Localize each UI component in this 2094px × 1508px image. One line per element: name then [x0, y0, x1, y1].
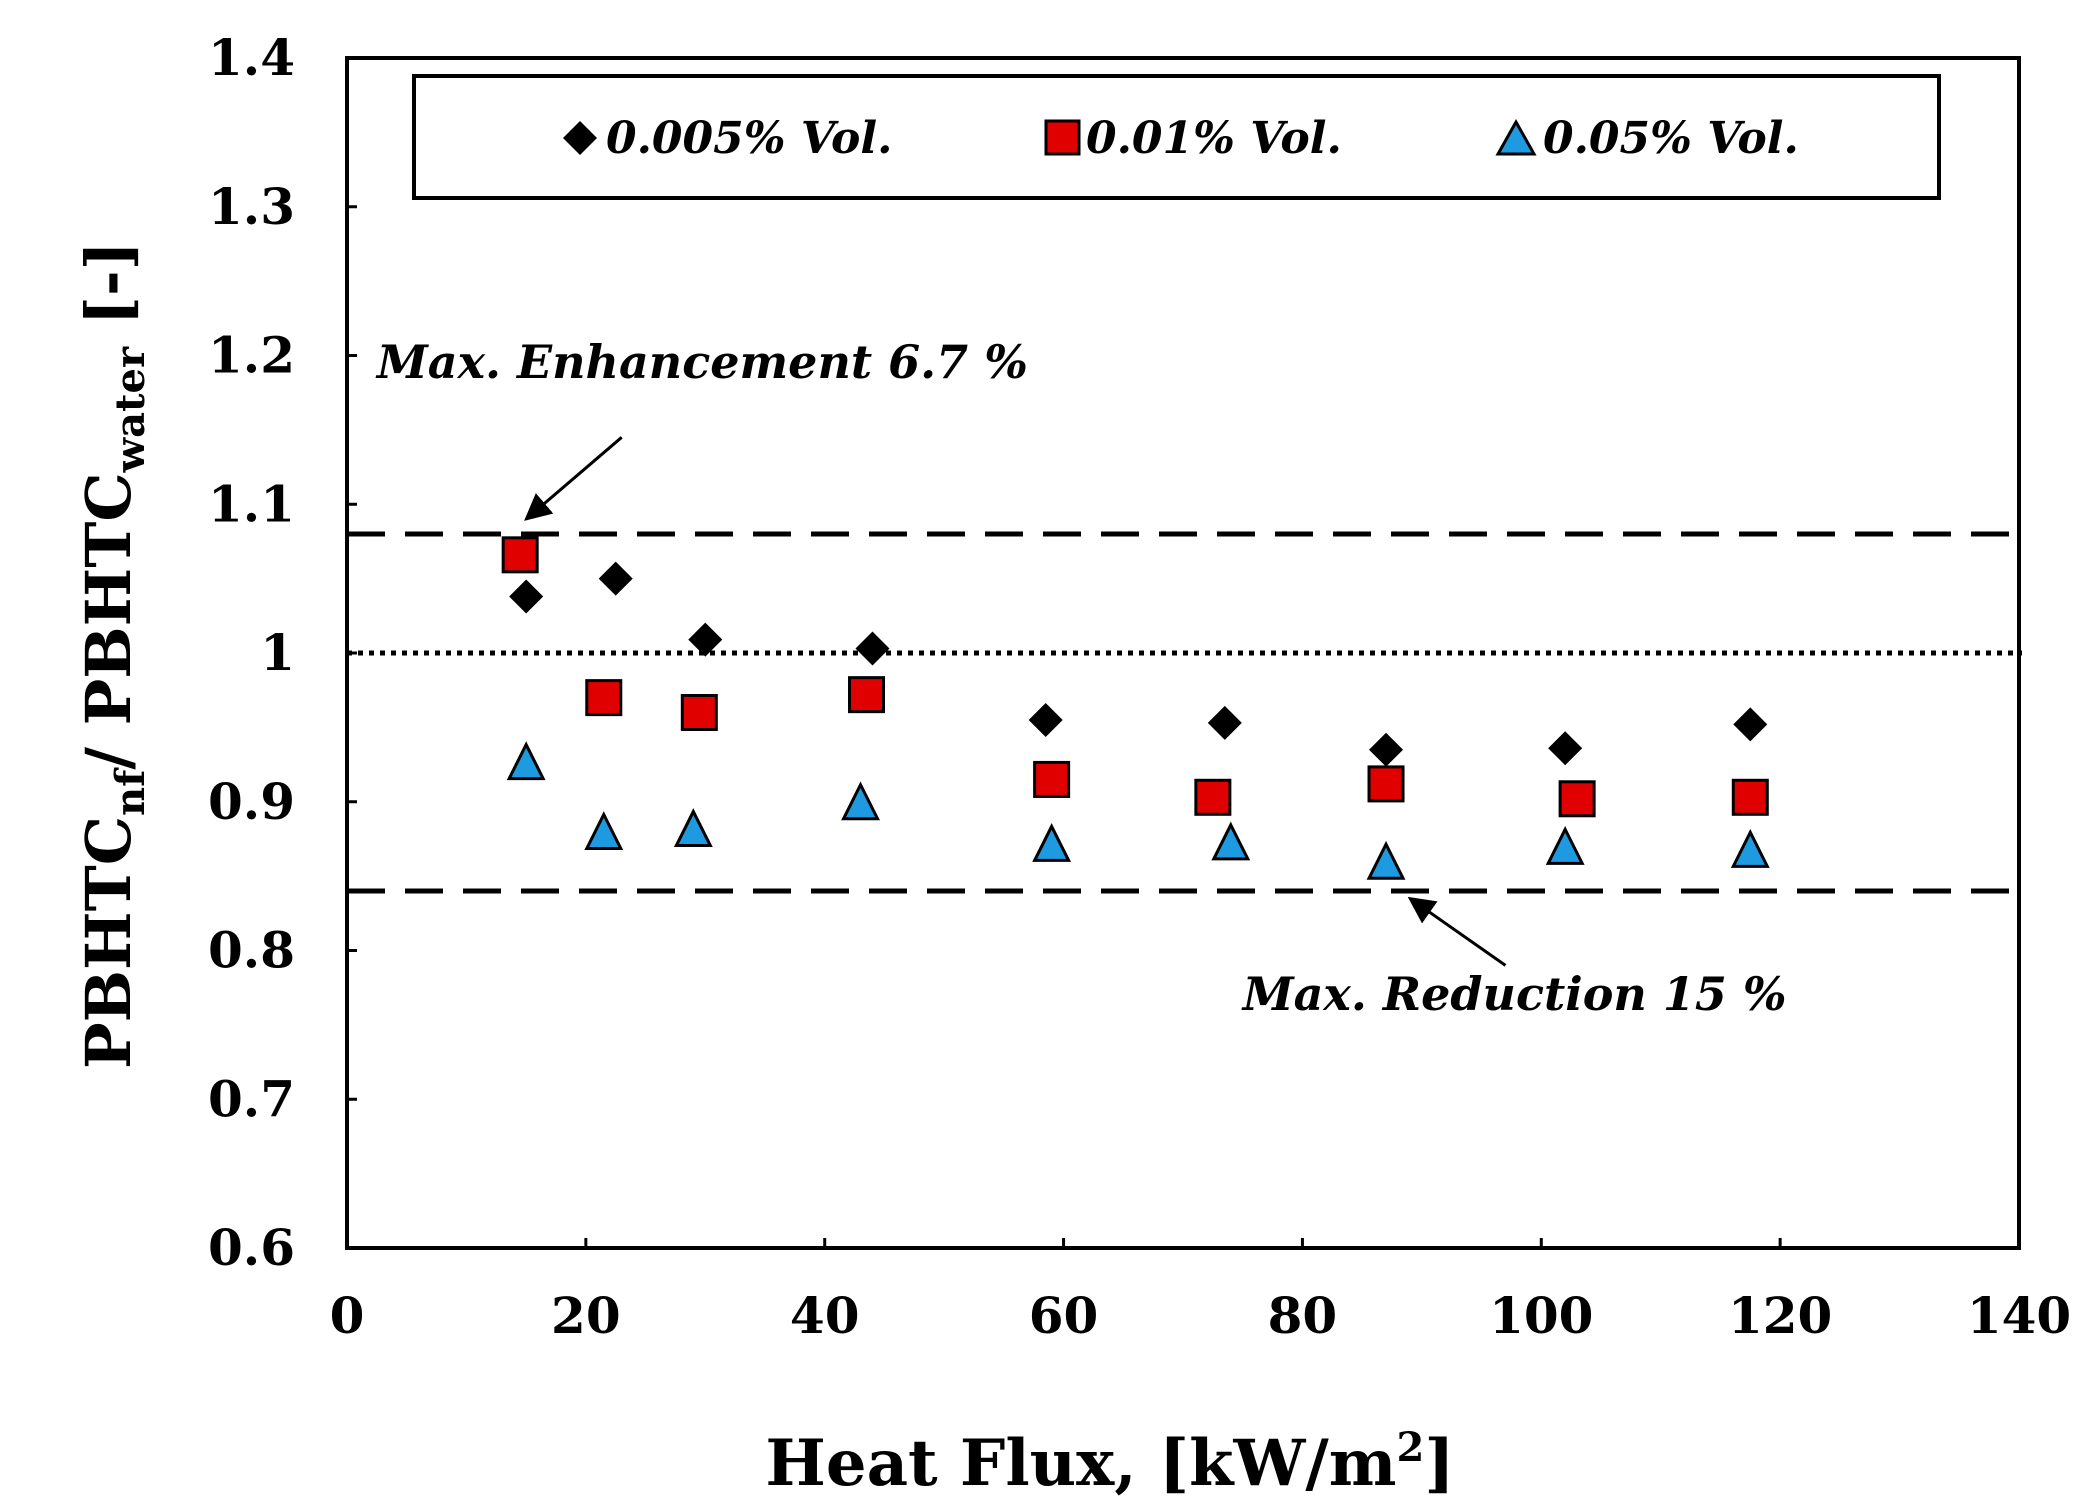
reference-lines — [347, 531, 2022, 894]
point-diamond — [1548, 731, 1583, 766]
legend-label-0-05: 0.05% Vol. — [1543, 113, 1799, 164]
x-tick-label: 80 — [1268, 1286, 1338, 1345]
x-axis-label: Heat Flux, [kW/m2] — [765, 1424, 1454, 1501]
max-reduction-annotation-text: Max. Reduction 15 % — [1241, 967, 1787, 1021]
point-square — [1367, 765, 1405, 803]
x-tick-label: 20 — [551, 1286, 621, 1345]
point-triangle — [1545, 826, 1585, 865]
x-tick-label: 60 — [1029, 1286, 1099, 1345]
point-diamond — [1733, 707, 1768, 742]
point-triangle — [1730, 828, 1770, 868]
y-tick-label: 1.1 — [208, 474, 295, 533]
legend-marker-triangle — [1495, 118, 1537, 156]
point-square — [848, 676, 886, 714]
point-triangle — [673, 808, 713, 848]
legend: 0.005% Vol. 0.01% Vol. 0.05% Vol. — [412, 74, 1941, 200]
point-triangle — [1366, 840, 1406, 880]
legend-box — [412, 74, 1941, 200]
y-tick-label: 1.4 — [208, 28, 295, 87]
x-tick-label: 0 — [330, 1286, 365, 1345]
x-tick-label: 140 — [1967, 1286, 2071, 1345]
x-axis-ticks: 0 20 40 60 80 100 120 140 — [330, 1238, 2071, 1345]
y-tick-label: 0.9 — [208, 772, 295, 831]
max-reduction-annotation-arrow — [1407, 896, 1507, 967]
y-tick-label: 1 — [260, 623, 295, 682]
point-triangle — [506, 741, 546, 781]
point-square — [585, 679, 623, 717]
point-diamond — [1369, 732, 1404, 767]
point-square — [1731, 778, 1769, 816]
point-square — [501, 536, 539, 574]
y-axis-label: PBHTCnf/ PBHTCwater [-] — [72, 241, 154, 1069]
x-tick-label: 40 — [790, 1286, 860, 1345]
point-diamond — [509, 579, 544, 614]
point-triangle — [584, 811, 624, 850]
point-diamond — [1028, 702, 1063, 737]
point-diamond — [598, 561, 633, 596]
point-diamond — [688, 622, 723, 657]
max-enhancement-annotation-arrow — [524, 436, 623, 521]
y-tick-label: 1.3 — [208, 177, 295, 236]
point-square — [1194, 778, 1232, 816]
legend-marker-square — [1044, 119, 1081, 156]
point-diamond — [855, 631, 890, 666]
y-tick-label: 0.6 — [208, 1218, 295, 1277]
legend-label-0-005: 0.005% Vol. — [606, 113, 892, 164]
y-axis-ticks: 0.6 0.7 0.8 0.9 1 1.1 1.2 1.3 1.4 — [208, 28, 357, 1277]
annotations: Max. Enhancement 6.7 % Max. Reduction 15 … — [375, 335, 1787, 1021]
point-triangle — [1211, 821, 1251, 861]
point-square — [1033, 760, 1071, 798]
legend-label-0-01: 0.01% Vol. — [1086, 113, 1342, 164]
point-triangle — [1032, 823, 1072, 862]
point-square — [1558, 780, 1596, 818]
x-tick-label: 100 — [1489, 1286, 1593, 1345]
point-square — [680, 694, 718, 731]
x-tick-label: 120 — [1728, 1286, 1832, 1345]
legend-marker-diamond — [563, 121, 597, 155]
point-triangle — [841, 781, 880, 821]
y-tick-label: 0.8 — [208, 921, 295, 980]
max-enhancement-annotation-text: Max. Enhancement 6.7 % — [375, 335, 1028, 389]
y-tick-label: 0.7 — [208, 1069, 295, 1128]
point-diamond — [1207, 705, 1242, 740]
y-tick-label: 1.2 — [208, 326, 295, 385]
data-points — [501, 536, 1770, 880]
